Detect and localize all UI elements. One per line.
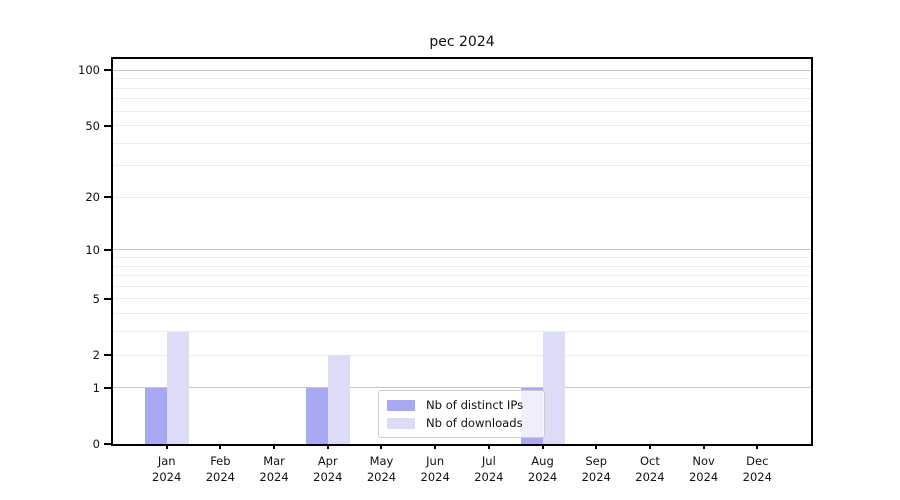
y-tick-mark — [104, 196, 113, 199]
x-tick-label: Mar 2024 — [259, 454, 289, 484]
gridline-minor — [113, 265, 811, 267]
gridline-major — [113, 69, 811, 71]
x-tick-label: Dec 2024 — [742, 454, 772, 484]
gridline-minor — [113, 354, 811, 356]
gridline-minor — [113, 87, 811, 89]
gridline-minor — [113, 165, 811, 167]
gridline-minor — [113, 285, 811, 287]
gridline-major — [113, 387, 811, 389]
plot-area — [113, 59, 811, 444]
bar-distinct-ips — [144, 387, 167, 444]
x-tick-mark — [273, 444, 276, 449]
legend-label: Nb of distinct IPs — [426, 398, 524, 412]
y-tick-mark — [104, 297, 113, 300]
gridline-minor — [113, 313, 811, 315]
y-tick-mark — [104, 386, 113, 389]
y-tick-label: 0 — [92, 437, 100, 451]
legend: Nb of distinct IPs Nb of downloads — [378, 390, 545, 438]
x-tick-mark — [648, 444, 651, 449]
legend-swatch-icon — [387, 399, 415, 411]
x-tick-mark — [326, 444, 329, 449]
x-tick-label: Jun 2024 — [420, 454, 450, 484]
x-tick-label: Sep 2024 — [581, 454, 611, 484]
x-tick-mark — [434, 444, 437, 449]
gridline-minor — [113, 125, 811, 127]
x-tick-mark — [541, 444, 544, 449]
x-tick-label: Apr 2024 — [313, 454, 343, 484]
legend-swatch-icon — [387, 417, 415, 429]
legend-entry: Nb of downloads — [379, 414, 544, 432]
bar-downloads — [327, 355, 350, 444]
legend-entry: Nb of distinct IPs — [379, 396, 544, 414]
x-tick-label: Oct 2024 — [635, 454, 665, 484]
x-tick-mark — [756, 444, 759, 449]
legend-label: Nb of downloads — [426, 416, 523, 430]
gridline-minor — [113, 196, 811, 198]
y-tick-label: 20 — [85, 190, 100, 205]
y-tick-mark — [104, 354, 113, 357]
x-tick-mark — [702, 444, 705, 449]
y-tick-mark — [104, 124, 113, 127]
y-tick-label: 50 — [85, 118, 100, 133]
x-tick-mark — [219, 444, 222, 449]
y-tick-label: 100 — [78, 63, 100, 78]
gridline-minor — [113, 331, 811, 333]
y-tick-mark — [104, 443, 113, 445]
gridline-minor — [113, 78, 811, 80]
x-tick-label: Aug 2024 — [527, 454, 558, 484]
y-tick-label: 2 — [92, 348, 100, 363]
gridline-minor — [113, 298, 811, 300]
y-tick-label: 10 — [85, 242, 100, 257]
x-tick-mark — [380, 444, 383, 449]
gridline-minor — [113, 142, 811, 144]
x-tick-label: May 2024 — [366, 454, 397, 484]
x-tick-label: Jul 2024 — [474, 454, 504, 484]
chart-title: pec 2024 — [429, 34, 495, 50]
gridline-minor — [113, 110, 811, 112]
gridline-minor — [113, 257, 811, 258]
x-tick-mark — [487, 444, 490, 449]
y-tick-mark — [104, 248, 113, 251]
gridline-minor — [113, 98, 811, 100]
x-tick-mark — [595, 444, 598, 449]
gridline-minor — [113, 275, 811, 277]
bar-downloads — [166, 331, 189, 444]
y-tick-label: 1 — [92, 380, 100, 395]
x-tick-label: Nov 2024 — [688, 454, 719, 484]
x-tick-mark — [165, 444, 168, 449]
x-tick-label: Jan 2024 — [152, 454, 182, 484]
bar-distinct-ips — [305, 387, 328, 444]
y-tick-label: 5 — [92, 291, 100, 306]
bar-downloads — [542, 331, 565, 444]
x-tick-label: Feb 2024 — [205, 454, 236, 484]
gridline-major — [113, 249, 811, 251]
y-tick-mark — [104, 69, 113, 72]
